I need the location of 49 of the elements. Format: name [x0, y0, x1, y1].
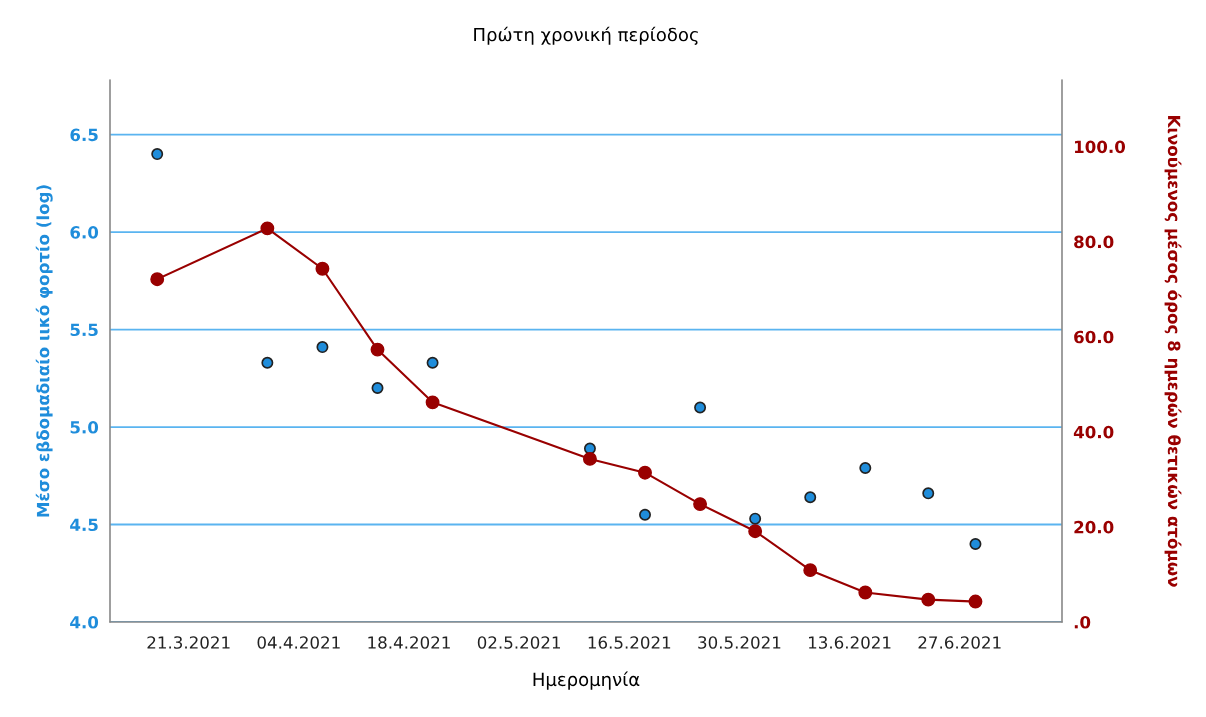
y2-tick-label: .0: [1074, 615, 1091, 629]
point: [316, 341, 329, 354]
y2-tick-label: 100.0: [1074, 140, 1126, 154]
point: [315, 261, 330, 276]
y-tick-label: 5.0: [70, 421, 99, 434]
point: [426, 356, 439, 369]
x-tick-label: 13.6.2021: [808, 636, 891, 649]
point: [639, 508, 651, 521]
point: [260, 221, 275, 236]
y2-tick-label: 20.0: [1074, 520, 1114, 534]
x-tick-label: 04.4.2021: [257, 636, 340, 649]
point: [748, 524, 763, 539]
y-tick-label: 4.0: [70, 615, 99, 629]
point: [370, 342, 385, 357]
x-tick-label: 30.5.2021: [698, 636, 781, 649]
x-tick-label: 18.4.2021: [368, 636, 450, 649]
point: [922, 487, 935, 500]
point: [921, 592, 936, 607]
y-axis-title: Μέσο εβδομαδιαίο ιικό φορτίο (log): [35, 185, 53, 517]
y2-axis-title: Κινούμενος μέσος όρος 8 ημερών θετικών ατόμων: [1164, 116, 1182, 587]
point: [969, 538, 982, 550]
x-tick-label: 16.5.2021: [588, 636, 671, 649]
y2-tick-label: 40.0: [1073, 425, 1114, 439]
point: [803, 563, 818, 578]
y-tick-label: 6.0: [70, 226, 99, 239]
point: [858, 585, 873, 600]
x-tick-label: 27.6.2021: [918, 636, 1001, 649]
point: [150, 272, 165, 287]
chart-title: Πρώτη χρονική περίοδος: [474, 26, 698, 45]
point: [968, 594, 983, 609]
point: [261, 356, 274, 369]
point: [425, 395, 440, 410]
y2-tick-label: 60.0: [1074, 330, 1114, 344]
y-tick-label: 5.5: [70, 323, 98, 337]
point: [749, 512, 762, 525]
x-tick-label: 02.5.2021: [477, 636, 560, 649]
point: [638, 465, 652, 480]
y2-tick-label: 80.0: [1074, 235, 1114, 249]
y-tick-label: 6.5: [70, 128, 98, 142]
point: [371, 382, 384, 395]
x-tick-label: 21.3.2021: [147, 636, 230, 649]
x-axis-title: Ημερομηνία: [533, 671, 640, 690]
point: [693, 497, 708, 512]
point: [582, 451, 597, 466]
point: [804, 491, 817, 504]
y-tick-label: 4.5: [70, 518, 98, 532]
point: [859, 461, 872, 474]
point: [694, 401, 707, 414]
point: [151, 148, 164, 161]
